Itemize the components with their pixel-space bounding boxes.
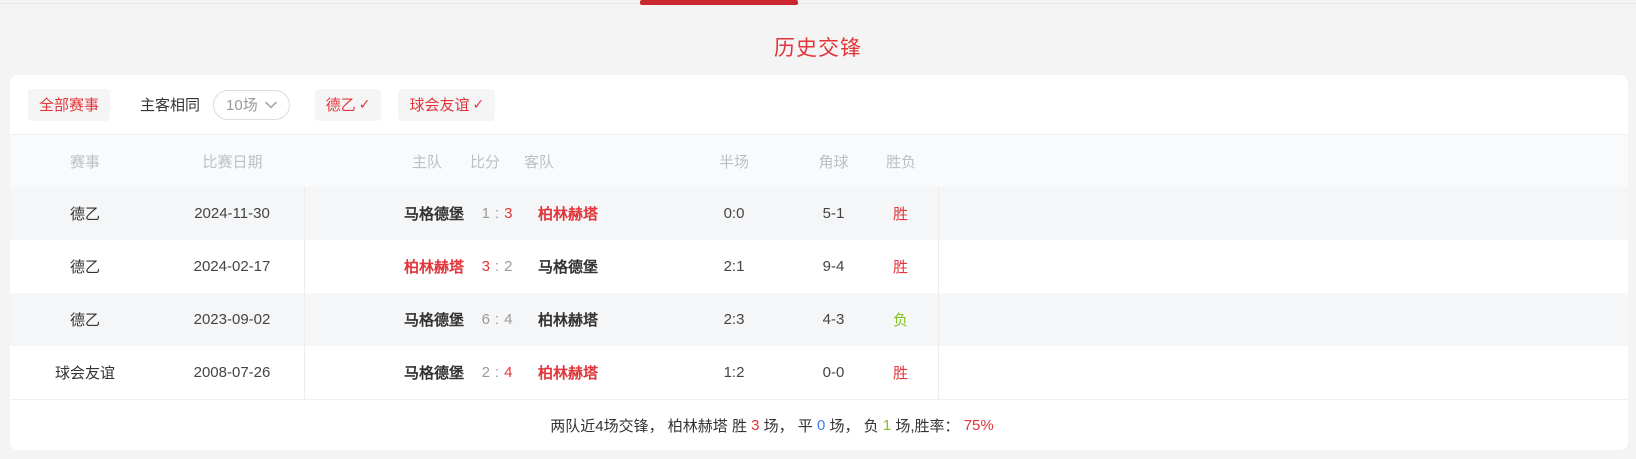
cell-empty [939,240,1628,293]
summary-mid2: 场， 负 [825,417,883,435]
filter-bar: 全部赛事 主客相同 10场 德乙 ✓ 球会友谊 ✓ [10,75,1628,135]
cell-empty [939,187,1628,240]
page-title: 历史交锋 [774,37,862,60]
check-icon: ✓ [472,96,485,112]
filter-friendly-toggle[interactable]: 球会友谊 ✓ [398,88,496,121]
filter-same-venue-toggle[interactable]: 主客相同 [140,97,201,114]
cell-result: 胜 [863,240,939,293]
cell-halftime: 1:2 [723,364,745,381]
filter-all-competitions-button[interactable]: 全部赛事 [28,88,111,121]
table-row: 球会友谊 2008-07-26 马格德堡 2:4 柏林赫塔 1:2 0-0 胜 [10,346,1628,399]
cell-halftime: 2:3 [723,311,745,328]
cell-away-team: 柏林赫塔 [538,365,599,382]
match-count-value: 10场 [226,97,258,114]
col-header-home: 主队 [411,153,442,171]
col-header-competition: 赛事 [69,153,100,171]
summary-losses: 1 [882,416,892,434]
cell-result: 负 [863,293,939,346]
col-header-corners: 角球 [818,153,849,171]
summary-row: 两队近4场交锋， 柏林赫塔 胜 3 场， 平 0 场， 负 1 场,胜率： 75… [10,399,1628,450]
col-header-away: 客队 [524,153,555,171]
cell-halftime: 2:1 [723,258,745,275]
chevron-down-icon [264,101,277,109]
cell-date: 2008-07-26 [160,346,305,399]
table-header: 赛事 比赛日期 主队 比分 客队 半场 角球 胜负 [10,135,1628,187]
cell-score: 1:3 [481,205,513,222]
table-row: 德乙 2024-11-30 马格德堡 1:3 柏林赫塔 0:0 5-1 胜 [10,187,1628,240]
cell-date: 2023-09-02 [160,293,305,346]
cell-score: 6:4 [481,311,513,328]
col-header-halftime: 半场 [718,153,749,171]
cell-result: 胜 [863,187,939,240]
cell-home-team: 马格德堡 [403,312,464,329]
cell-home-team: 柏林赫塔 [403,259,464,276]
summary-prefix: 两队近4场交锋， 柏林赫塔 胜 [550,417,752,435]
filter-league-toggle[interactable]: 德乙 ✓ [314,88,382,121]
cell-score: 2:4 [481,364,513,381]
table-body: 德乙 2024-11-30 马格德堡 1:3 柏林赫塔 0:0 5-1 胜德乙 2024-02-… [10,187,1628,399]
cell-score: 3:2 [481,258,513,275]
summary-wins: 3 [751,416,760,434]
cell-corners: 0-0 [822,364,845,381]
cell-halftime: 0:0 [723,205,745,222]
col-header-date: 比赛日期 [202,153,263,171]
table-row: 德乙 2024-02-17 柏林赫塔 3:2 马格德堡 2:1 9-4 胜 [10,240,1628,293]
summary-draws: 0 [816,416,826,434]
cell-date: 2024-02-17 [160,240,305,293]
cell-empty [939,346,1628,399]
col-header-empty [939,135,1628,187]
cell-home-team: 马格德堡 [403,365,464,382]
cell-away-team: 柏林赫塔 [538,312,599,329]
cell-away-team: 柏林赫塔 [538,206,599,223]
cell-competition: 德乙 [69,259,100,276]
check-icon: ✓ [358,96,371,112]
filter-friendly-label: 球会友谊 [409,97,470,114]
summary-win-rate: 75% [963,416,994,434]
cell-home-team: 马格德堡 [403,206,464,223]
match-count-dropdown[interactable]: 10场 [213,89,290,120]
active-tab-indicator [640,0,798,5]
filter-league-label: 德乙 [325,97,356,114]
summary-mid1: 场， 平 [759,417,817,435]
summary-mid3: 场,胜率： [891,417,964,435]
cell-competition: 德乙 [69,312,100,329]
col-header-score: 比分 [470,153,501,171]
cell-empty [939,293,1628,346]
top-divider [0,3,1636,4]
cell-result: 胜 [863,346,939,399]
h2h-card: 全部赛事 主客相同 10场 德乙 ✓ 球会友谊 ✓ 赛事 比赛日期 主队 比分 … [10,75,1628,450]
cell-corners: 9-4 [822,258,845,275]
cell-corners: 4-3 [822,311,845,328]
cell-away-team: 马格德堡 [538,259,599,276]
table-row: 德乙 2023-09-02 马格德堡 6:4 柏林赫塔 2:3 4-3 负 [10,293,1628,346]
col-header-result: 胜负 [885,153,916,171]
cell-corners: 5-1 [822,205,845,222]
cell-date: 2024-11-30 [160,187,305,240]
cell-competition: 德乙 [69,206,100,223]
cell-competition: 球会友谊 [54,365,115,382]
